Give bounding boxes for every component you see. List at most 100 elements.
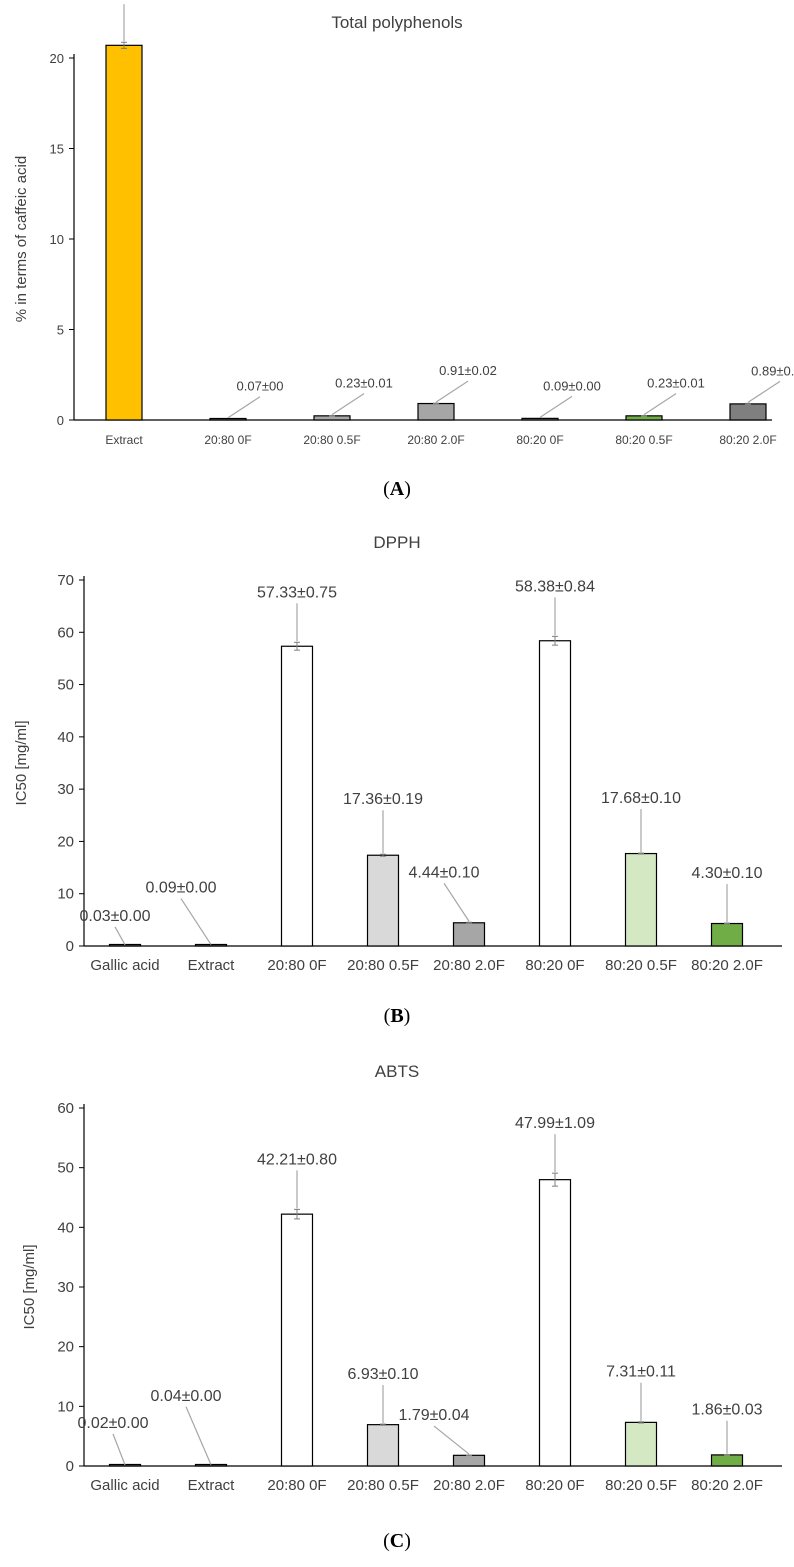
y-tick-label: 70	[57, 572, 74, 589]
data-label: 4.44±0.10	[408, 864, 479, 881]
leader-line	[433, 1425, 470, 1455]
y-tick-label: 15	[50, 142, 64, 157]
x-tick-label: 20:80 2.0F	[433, 1477, 505, 1494]
y-axis-label: IC50 [mg/ml]	[13, 720, 30, 805]
data-label: 0.09±0.00	[543, 378, 601, 393]
leader-line	[114, 926, 126, 946]
y-tick-label: 20	[50, 51, 64, 66]
x-tick-label: 80:20 2.0F	[691, 957, 763, 974]
data-label: 0.09±0.00	[145, 880, 216, 897]
y-tick-label: 10	[50, 232, 64, 247]
data-label: 0.91±0.02	[439, 363, 497, 378]
y-tick-label: 40	[57, 1219, 74, 1236]
data-label: 7.31±0.11	[606, 1364, 676, 1381]
x-tick-label: 80:20 0F	[516, 433, 563, 447]
bar	[710, 922, 744, 947]
data-label: 0.23±0.01	[647, 376, 705, 391]
x-tick-label: 80:20 0.5F	[615, 433, 672, 447]
bar	[452, 1454, 486, 1467]
data-label: 47.99±1.09	[515, 1115, 595, 1132]
bar	[280, 645, 314, 947]
data-label: 57.33±0.75	[257, 584, 337, 601]
data-label: 0.03±0.00	[79, 908, 150, 925]
x-tick-label: 20:80 0.5F	[303, 433, 360, 447]
bar	[452, 922, 486, 947]
x-tick-label: Gallic acid	[90, 1477, 159, 1494]
bar	[194, 943, 228, 947]
y-tick-label: 60	[57, 1100, 74, 1117]
total-polyphenols-chart: Total polyphenols % in terms of caffeic a…	[13, 0, 794, 447]
x-tick-label: 20:80 0F	[267, 957, 326, 974]
y-tick-label: 50	[57, 677, 74, 694]
bar	[521, 417, 559, 421]
dpph-chart: DPPH IC50 [mg/ml] 0 10 20 30 40 50 60 70 Gallic ac…	[13, 533, 782, 974]
data-label: 1.86±0.03	[691, 1402, 762, 1419]
x-tick-label: 20:80 0F	[267, 1477, 326, 1494]
leader-line	[643, 393, 677, 416]
y-tick-label: 30	[57, 1279, 74, 1296]
panel-label-c: (C)	[383, 1530, 411, 1552]
bar	[538, 1179, 572, 1467]
bar	[366, 854, 400, 947]
x-tick-label: Gallic acid	[90, 957, 159, 974]
leader-line	[112, 1433, 126, 1466]
leader-line	[443, 882, 470, 922]
leader-line	[180, 898, 212, 945]
bar	[624, 852, 658, 947]
y-tick-label: 0	[66, 938, 74, 955]
y-axis-label: % in terms of caffeic acid	[13, 156, 30, 322]
data-label: 0.89±0.03	[751, 363, 794, 378]
bar	[280, 1213, 314, 1467]
y-tick-label: 20	[57, 833, 74, 850]
panel-label-b-letter: B	[390, 1005, 404, 1027]
x-tick-label: 20:80 0.5F	[347, 957, 419, 974]
data-label: 0.02±0.00	[77, 1415, 148, 1432]
chart-panel-c: ABTS IC50 [mg/ml] 0 10 20 30 40 50 60 Gallic acid…	[0, 1050, 794, 1530]
y-tick-label: 0	[66, 1458, 74, 1475]
leader-line	[747, 380, 781, 403]
data-label: 17.68±0.10	[601, 790, 681, 807]
bar	[729, 403, 767, 421]
leader-line	[227, 396, 261, 419]
data-label: 42.21±0.80	[257, 1151, 337, 1168]
y-tick-label: 20	[57, 1339, 74, 1356]
leader-line	[539, 395, 573, 418]
data-label: 1.79±0.04	[398, 1407, 469, 1424]
y-tick-label: 0	[57, 413, 64, 428]
x-tick-label: 80:20 2.0F	[719, 433, 776, 447]
data-label: 20.70±0.17	[92, 0, 157, 1]
x-tick-label: Extract	[188, 957, 236, 974]
x-tick-label: Extract	[188, 1477, 236, 1494]
x-tick-label: 20:80 0.5F	[347, 1477, 419, 1494]
panel-label-b: (B)	[383, 1005, 411, 1027]
y-tick-label: 40	[57, 729, 74, 746]
bar	[417, 402, 455, 421]
y-tick-label: 10	[57, 886, 74, 903]
y-tick-label: 10	[57, 1398, 74, 1415]
data-label: 17.36±0.19	[343, 791, 423, 808]
panel-label-a-letter: A	[389, 478, 405, 500]
bar	[105, 44, 143, 421]
leader-line	[185, 1406, 212, 1465]
bar	[710, 1454, 744, 1467]
chart-panel-a: Total polyphenols % in terms of caffeic a…	[0, 0, 794, 470]
panel-label-c-letter: C	[389, 1530, 405, 1552]
y-axis-label: IC50 [mg/ml]	[21, 1244, 38, 1329]
chart-title: Total polyphenols	[331, 13, 462, 32]
data-label: 58.38±0.84	[515, 578, 595, 595]
leader-line	[331, 393, 365, 416]
chart-title: DPPH	[373, 533, 420, 552]
x-tick-label: 80:20 2.0F	[691, 1477, 763, 1494]
chart-title: ABTS	[375, 1062, 419, 1081]
x-tick-label: 20:80 0F	[204, 433, 251, 447]
y-tick-label: 5	[57, 323, 64, 338]
data-label: 0.23±0.01	[335, 376, 393, 391]
panel-label-a: (A)	[383, 478, 411, 500]
leader-line	[435, 380, 469, 403]
y-tick-label: 50	[57, 1160, 74, 1177]
bar	[538, 640, 572, 947]
abts-chart: ABTS IC50 [mg/ml] 0 10 20 30 40 50 60 Gallic acid…	[21, 1062, 782, 1494]
x-tick-label: Extract	[105, 433, 143, 447]
bar	[366, 1424, 400, 1467]
y-tick-label: 30	[57, 781, 74, 798]
